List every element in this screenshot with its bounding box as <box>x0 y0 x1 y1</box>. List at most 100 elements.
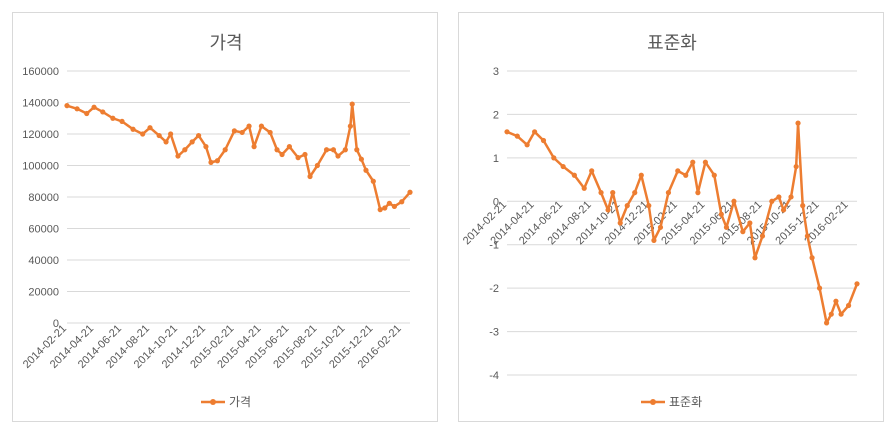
y-tick-label: 0 <box>53 318 59 330</box>
data-point <box>809 255 815 261</box>
data-point <box>718 211 724 217</box>
y-tick-label: 40000 <box>28 255 59 267</box>
data-point <box>560 163 566 170</box>
data-point <box>695 190 701 196</box>
data-point <box>675 168 681 174</box>
data-point <box>175 153 181 159</box>
data-point <box>354 147 360 153</box>
data-point <box>239 129 245 136</box>
data-point <box>168 131 174 137</box>
data-point <box>323 147 330 153</box>
data-point <box>377 207 383 213</box>
standardized-chart-title: 표준화 <box>647 33 697 54</box>
data-point <box>788 194 794 200</box>
data-point <box>690 159 696 165</box>
data-point <box>302 151 308 158</box>
data-point <box>214 158 221 164</box>
legend-swatch-marker <box>210 399 216 405</box>
data-point <box>514 133 520 139</box>
data-point <box>347 123 353 129</box>
data-point <box>231 128 237 134</box>
data-point <box>540 137 547 144</box>
price-chart-title: 가격 <box>209 33 242 54</box>
data-point <box>258 123 265 129</box>
y-tick-label: 80000 <box>28 192 59 204</box>
data-point <box>349 101 355 107</box>
data-point <box>335 153 341 159</box>
y-tick-label: 3 <box>493 66 499 78</box>
legend-label: 가격 <box>229 395 251 409</box>
price-chart-panel: 가격 0 20000 40000 60000 80000 100000 120000 1400… <box>12 12 438 422</box>
data-point <box>651 237 657 243</box>
data-point <box>222 147 228 153</box>
data-point <box>589 168 595 174</box>
data-point <box>532 129 538 135</box>
data-point <box>330 147 337 153</box>
data-point <box>598 190 604 196</box>
data-point <box>854 281 860 287</box>
data-point <box>147 125 153 131</box>
data-point <box>140 131 146 137</box>
data-point <box>617 220 623 226</box>
data-point <box>795 120 801 126</box>
data-point <box>780 207 787 213</box>
data-point <box>632 190 638 196</box>
data-point <box>182 147 188 153</box>
data-point <box>740 229 746 235</box>
data-point <box>845 302 852 309</box>
data-point <box>407 189 413 195</box>
data-point <box>399 199 405 205</box>
data-point <box>119 118 125 124</box>
data-point <box>64 103 70 109</box>
y-tick-label: 20000 <box>28 287 59 299</box>
data-point <box>246 123 252 129</box>
y-tick-label: 100000 <box>22 161 59 173</box>
data-point <box>747 220 753 226</box>
data-point <box>370 178 376 184</box>
data-point <box>793 163 799 170</box>
y-tick-label: 2 <box>493 109 499 121</box>
data-point <box>702 159 708 165</box>
data-point <box>838 311 844 317</box>
y-tick-label: -3 <box>489 327 499 339</box>
legend-label: 표준화 <box>669 395 702 409</box>
data-point <box>816 285 823 291</box>
y-tick-label: 1 <box>493 153 499 165</box>
data-point <box>100 109 106 115</box>
legend-swatch-marker <box>650 399 656 405</box>
data-point <box>84 110 90 117</box>
data-point <box>638 172 644 178</box>
data-point <box>646 203 652 209</box>
data-point <box>711 172 717 178</box>
data-point <box>295 155 301 161</box>
data-point <box>358 156 364 162</box>
data-point <box>683 172 689 178</box>
data-point <box>342 147 348 153</box>
data-point <box>804 233 811 239</box>
data-point <box>657 224 664 230</box>
data-point <box>551 155 557 161</box>
standardized-chart-legend: 표준화 <box>641 395 702 409</box>
data-point <box>769 198 775 204</box>
data-point <box>752 255 758 261</box>
data-point <box>189 139 195 145</box>
data-point <box>196 132 202 139</box>
y-tick-label: 0 <box>493 196 499 208</box>
data-point <box>156 132 162 139</box>
data-point <box>163 139 169 145</box>
data-point <box>274 147 280 153</box>
data-point <box>279 151 285 158</box>
data-point <box>571 172 577 178</box>
data-point <box>800 203 806 209</box>
y-tick-label: 140000 <box>22 98 59 110</box>
data-point <box>665 190 672 196</box>
data-point <box>610 190 616 196</box>
data-point <box>386 200 392 206</box>
y-tick-label: 120000 <box>22 129 59 141</box>
data-point <box>267 129 273 136</box>
data-point <box>605 207 611 213</box>
data-point <box>130 126 136 132</box>
data-point <box>776 194 782 200</box>
data-point <box>110 115 116 121</box>
